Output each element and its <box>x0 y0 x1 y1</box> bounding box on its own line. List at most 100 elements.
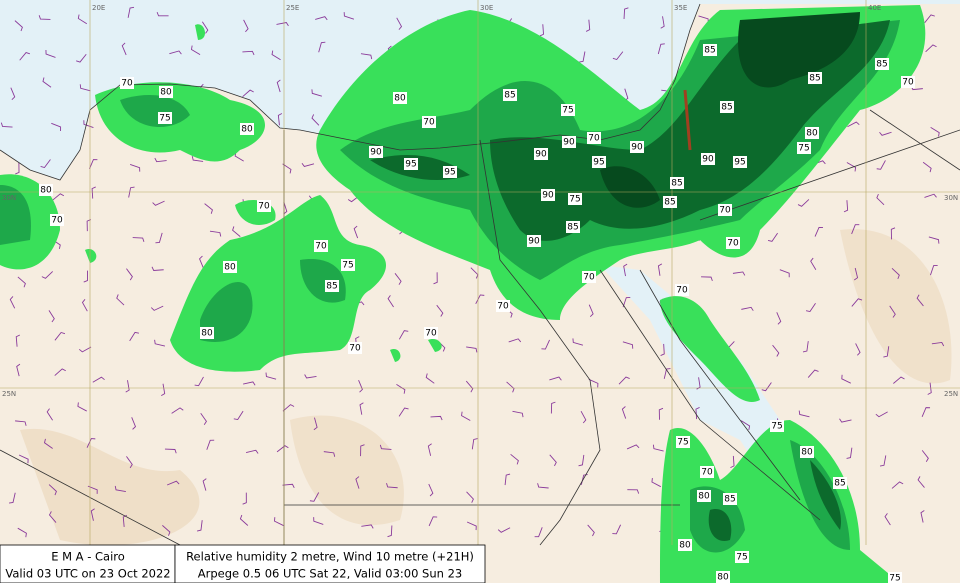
contour-label: 75 <box>736 553 747 563</box>
wind-barb <box>114 485 126 493</box>
wind-barb <box>129 331 140 342</box>
wind-barb <box>76 53 87 63</box>
contour-label: 80 <box>717 573 729 583</box>
wind-barb <box>696 377 701 390</box>
wind-barb <box>265 372 277 380</box>
wind-barb <box>657 263 663 276</box>
wind-barb <box>846 447 853 459</box>
contour-label-box <box>50 214 64 226</box>
wind-barb <box>196 520 203 532</box>
contour-label-box <box>393 92 407 104</box>
wind-barb <box>283 201 288 215</box>
wind-barb <box>154 339 166 347</box>
wind-barb <box>810 257 817 271</box>
wind-barb <box>379 444 392 450</box>
terrain <box>840 229 952 384</box>
wind-barb <box>475 294 485 305</box>
wind-barb <box>626 444 640 450</box>
lon-label: 20E <box>92 4 105 12</box>
wind-barb <box>508 338 522 343</box>
wind-barb <box>150 305 164 311</box>
wind-barb <box>807 369 819 378</box>
wind-barb <box>578 454 585 467</box>
contour-label: 95 <box>444 168 455 178</box>
wind-barb <box>767 232 778 242</box>
contour-label-box <box>592 156 606 168</box>
contour-labels: 70 80 75 80 80 70 70 70 75 80 85 80 70 70 80 70 90 95 95 85… <box>39 44 915 583</box>
wind-barb <box>131 417 137 430</box>
wind-barb <box>54 368 66 376</box>
contour-label-box <box>534 148 548 160</box>
wind-barb <box>128 186 135 198</box>
wind-barb <box>922 161 932 173</box>
wind-barb <box>0 122 13 128</box>
lat-label: 30N <box>944 194 958 202</box>
wind-barb <box>425 373 435 384</box>
contour-label: 70 <box>583 273 595 283</box>
contour-label: 80 <box>806 129 818 139</box>
wind-barb <box>313 517 324 525</box>
wind-barb <box>427 443 432 456</box>
contour-label-box <box>443 166 457 178</box>
wind-barb <box>396 17 403 30</box>
contour-label: 80 <box>679 541 691 551</box>
contour-label: 70 <box>315 242 327 252</box>
contour-label: 75 <box>159 114 170 124</box>
contour-label-box <box>257 200 271 212</box>
contour-label-box <box>159 86 173 98</box>
contour-label-box <box>527 235 541 247</box>
contour-label-box <box>720 101 734 113</box>
wind-barb <box>309 492 320 502</box>
wind-barb <box>851 224 860 235</box>
contour-label: 80 <box>698 492 710 502</box>
wind-barb <box>125 380 130 393</box>
contour-label: 90 <box>702 155 714 165</box>
contour-label: 80 <box>201 329 213 339</box>
contour-label-box <box>675 284 689 296</box>
wind-barb <box>802 341 809 353</box>
wind-barb <box>274 517 284 526</box>
coastline <box>0 3 701 181</box>
contour-label-box <box>404 158 418 170</box>
wind-barb <box>323 451 336 457</box>
wind-barb <box>853 267 859 281</box>
wind-barb <box>282 163 292 174</box>
wind-barb <box>930 264 938 276</box>
contour-label: 85 <box>876 60 887 70</box>
wind-barb <box>87 485 98 494</box>
contour-label: 70 <box>423 118 435 128</box>
contour-label-box <box>735 551 749 563</box>
wind-barb <box>83 270 88 283</box>
wind-barb <box>132 237 145 242</box>
wind-barb <box>893 376 905 384</box>
wind-barb <box>209 230 222 237</box>
wind-barb <box>77 402 87 412</box>
wind-barb <box>851 298 863 307</box>
wind-barb <box>701 276 713 282</box>
wind-barb <box>612 51 624 61</box>
wind-barb <box>549 454 557 467</box>
wind-barb <box>202 478 207 491</box>
wind-barb <box>14 20 23 32</box>
contour-label: 90 <box>563 138 575 148</box>
contour-label: 75 <box>771 422 782 432</box>
footer-text: Relative humidity 2 metre, Wind 10 metre… <box>186 550 474 564</box>
contour-label-box <box>561 104 575 116</box>
wind-barb <box>243 381 256 386</box>
wind-barb <box>618 376 630 385</box>
contour-label-box <box>562 136 576 148</box>
humidity-area <box>200 281 253 342</box>
contour-label-box <box>833 477 847 489</box>
contour-label: 70 <box>902 78 914 88</box>
wind-barb <box>510 453 519 465</box>
wind-barb <box>15 420 27 426</box>
wind-barb <box>884 513 891 526</box>
wind-barb <box>361 524 374 529</box>
contour-label-box <box>726 237 740 249</box>
wind-barb <box>358 380 363 393</box>
wind-barb <box>191 156 204 162</box>
contour-label-box <box>369 146 383 158</box>
contour-label-box <box>568 193 582 205</box>
lon-label: 35E <box>674 4 687 12</box>
wind-barb <box>46 408 53 421</box>
